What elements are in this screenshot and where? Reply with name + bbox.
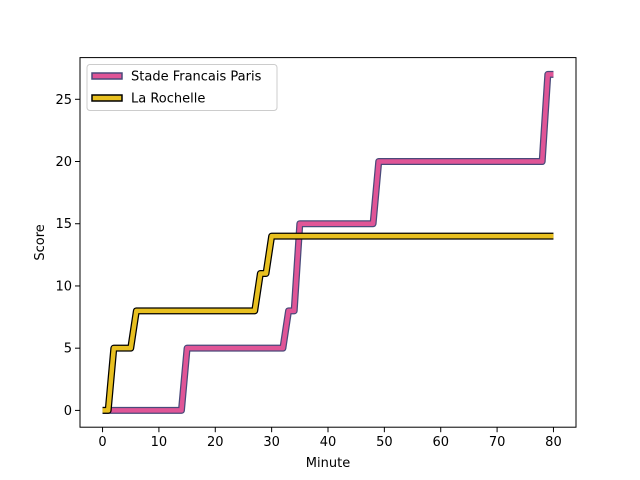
series-line-1 [102,233,554,413]
x-axis-ticks: 0 10 20 30 40 50 60 70 80 [98,427,562,450]
legend: Stade Francais Paris La Rochelle [86,64,278,111]
legend-label: Stade Francais Paris [131,70,262,85]
y-tick-label: 5 [64,342,72,357]
x-tick-label: 60 [432,435,449,450]
x-tick-label: 50 [376,435,393,450]
plot-frame [79,57,577,428]
x-tick-label: 10 [151,435,168,450]
legend-box [86,64,278,111]
y-axis-label: Score [33,224,48,260]
series-line-0 [102,72,554,413]
y-tick-label: 0 [64,404,72,419]
x-tick-label: 70 [489,435,506,450]
series-line-outline-1 [102,232,554,414]
x-tick-label: 30 [263,435,280,450]
legend-swatch [91,72,123,80]
legend-swatch [91,94,123,102]
y-tick-label: 25 [55,93,72,108]
lines-layer [102,70,554,414]
x-tick-label: 40 [320,435,337,450]
x-tick-label: 20 [207,435,224,450]
y-tick-label: 10 [55,279,72,294]
series-line-outline-0 [102,70,554,414]
y-tick-label: 15 [55,217,72,232]
legend-label: La Rochelle [131,92,205,107]
y-axis-ticks: 0 5 10 15 20 25 [55,93,80,419]
x-axis-label: Minute [306,456,350,471]
x-tick-label: 80 [545,435,562,450]
y-tick-label: 20 [55,155,72,170]
x-tick-label: 0 [98,435,106,450]
